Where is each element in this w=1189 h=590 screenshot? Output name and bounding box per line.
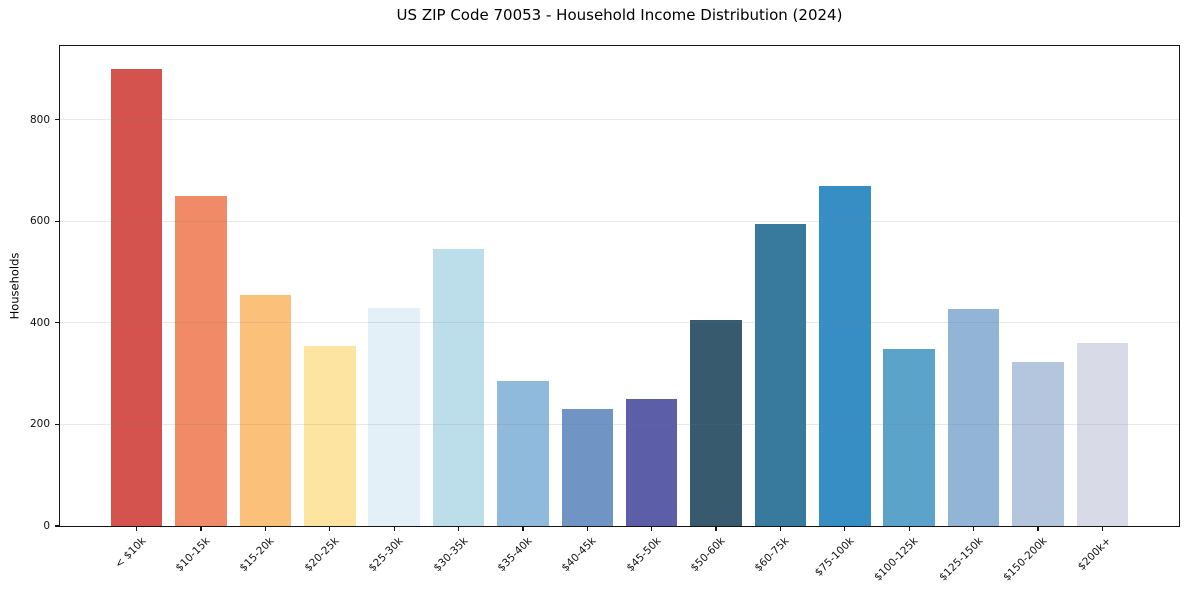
- bar: [368, 307, 420, 526]
- x-tick-label: $75-100k: [812, 535, 857, 579]
- y-tick-mark: [54, 119, 59, 121]
- y-tick-mark: [54, 423, 59, 425]
- x-tick-label: $200k+: [1075, 535, 1114, 573]
- bar: [304, 345, 356, 526]
- bar: [110, 68, 163, 526]
- y-tick-label: 0: [43, 520, 50, 532]
- y-tick-label: 400: [29, 316, 50, 329]
- chart-title: US ZIP Code 70053 - Household Income Dis…: [396, 6, 843, 24]
- x-tick-mark: [522, 527, 524, 531]
- bar: [1012, 362, 1064, 526]
- bar: [754, 223, 807, 526]
- y-tick-mark: [54, 322, 59, 324]
- x-tick-label: $10-15k: [173, 535, 213, 575]
- bar: [690, 320, 742, 526]
- x-tick-label: $35-40k: [495, 535, 535, 575]
- x-tick-label: $45-50k: [624, 535, 664, 575]
- x-tick-label: $125-150k: [936, 535, 986, 584]
- y-tick-label: 800: [29, 113, 50, 126]
- x-tick-mark: [1037, 527, 1039, 531]
- y-tick-mark: [54, 220, 59, 222]
- bar: [947, 309, 1000, 526]
- bar: [625, 399, 678, 526]
- x-tick-label: $40-45k: [559, 535, 599, 575]
- gridline: [60, 423, 1179, 425]
- x-tick-mark: [264, 527, 266, 531]
- x-tick-mark: [715, 527, 717, 531]
- x-tick-label: $50-60k: [688, 535, 728, 575]
- x-tick-label: $20-25k: [302, 535, 342, 575]
- x-tick-label: $60-75k: [752, 535, 792, 575]
- x-tick-mark: [200, 527, 202, 531]
- bar: [561, 409, 614, 526]
- x-tick-mark: [908, 527, 910, 531]
- x-tick-label: $30-35k: [430, 535, 471, 575]
- y-tick-mark: [54, 525, 59, 527]
- x-tick-mark: [973, 527, 975, 531]
- gridline: [60, 322, 1179, 324]
- x-tick-mark: [651, 527, 653, 531]
- x-tick-mark: [457, 527, 460, 531]
- bar: [432, 249, 485, 526]
- bar: [497, 381, 549, 526]
- x-tick-label: < $10k: [112, 535, 149, 571]
- x-tick-label: $25-30k: [366, 535, 406, 575]
- y-axis-label: Households: [7, 252, 22, 320]
- x-tick-mark: [779, 527, 782, 531]
- x-tick-mark: [136, 527, 138, 531]
- x-tick-label: $15-20k: [237, 535, 277, 575]
- x-tick-mark: [1101, 527, 1103, 531]
- x-tick-mark: [586, 527, 588, 531]
- x-tick-mark: [329, 527, 331, 531]
- bar: [175, 195, 227, 526]
- plot-area: 0 200 400 600 800 < $10k $10-15k $15-20k $20-25k…: [30, 45, 1180, 584]
- x-tick-label: $150-200k: [1000, 535, 1050, 584]
- bar: [883, 349, 935, 526]
- y-tick-label: 200: [29, 418, 50, 431]
- y-tick-label: 600: [29, 215, 50, 228]
- bar: [819, 185, 871, 526]
- bar: [1076, 343, 1129, 526]
- bar: [239, 294, 292, 526]
- x-tick-mark: [844, 527, 846, 531]
- x-tick-mark: [393, 527, 395, 531]
- gridline: [60, 119, 1179, 121]
- gridline: [60, 220, 1179, 222]
- x-tick-label: $100-125k: [872, 535, 921, 584]
